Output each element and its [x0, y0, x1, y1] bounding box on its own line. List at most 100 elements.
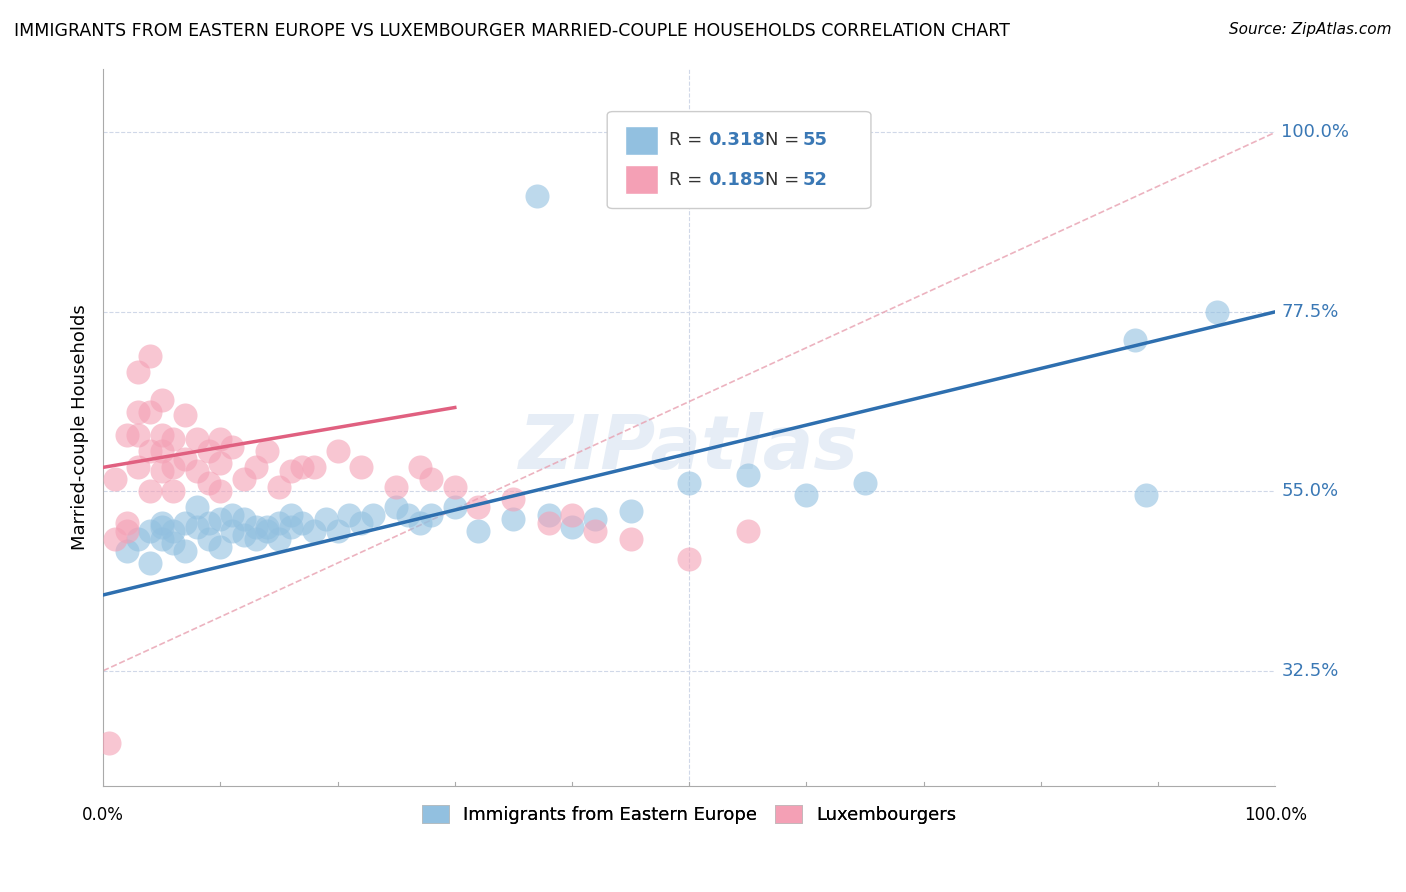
Point [420, 508, 443, 523]
Point [245, 532, 267, 546]
Point [385, 480, 408, 494]
Point [197, 532, 219, 546]
Y-axis label: Married-couple Households: Married-couple Households [72, 304, 89, 550]
Point [150, 444, 173, 458]
Text: 55: 55 [803, 131, 828, 149]
Point [104, 472, 127, 486]
Text: R =: R = [669, 131, 709, 149]
Point [150, 428, 173, 442]
Text: 55.0%: 55.0% [1281, 483, 1339, 500]
Point [350, 516, 373, 531]
Point [150, 392, 173, 407]
Point [162, 484, 184, 499]
Point [221, 524, 243, 538]
Point [186, 464, 208, 478]
Point [197, 476, 219, 491]
Point [350, 460, 373, 475]
Point [174, 544, 197, 558]
Point [537, 508, 560, 523]
Point [267, 532, 290, 546]
Point [737, 524, 759, 538]
Point [443, 480, 465, 494]
Point [502, 492, 524, 507]
Text: 0.318: 0.318 [709, 131, 765, 149]
Point [267, 516, 290, 531]
Point [209, 456, 232, 470]
Point [420, 472, 443, 486]
Point [150, 520, 173, 534]
Point [162, 460, 184, 475]
Point [162, 433, 184, 447]
Point [537, 516, 560, 531]
FancyBboxPatch shape [607, 112, 870, 209]
Point [232, 528, 254, 542]
Point [1135, 488, 1157, 502]
Point [139, 524, 162, 538]
Text: N =: N = [765, 131, 806, 149]
Point [502, 512, 524, 526]
Point [174, 516, 197, 531]
Point [127, 404, 149, 418]
Text: R =: R = [669, 170, 709, 189]
Text: 77.5%: 77.5% [1281, 302, 1339, 321]
Point [232, 512, 254, 526]
FancyBboxPatch shape [624, 126, 658, 154]
Point [385, 500, 408, 515]
Point [139, 349, 162, 363]
Point [209, 540, 232, 554]
Text: ZIPatlas: ZIPatlas [519, 412, 859, 485]
Point [280, 508, 302, 523]
Point [245, 520, 267, 534]
Point [256, 444, 278, 458]
Point [678, 552, 700, 566]
FancyBboxPatch shape [624, 165, 658, 194]
Point [620, 532, 643, 546]
Point [186, 500, 208, 515]
Text: 52: 52 [803, 170, 828, 189]
Point [585, 524, 607, 538]
Point [139, 556, 162, 570]
Text: N =: N = [765, 170, 806, 189]
Point [302, 460, 325, 475]
Point [256, 524, 278, 538]
Text: 100.0%: 100.0% [1281, 123, 1350, 141]
Point [1123, 333, 1146, 347]
Point [526, 189, 548, 203]
Point [408, 516, 430, 531]
Point [245, 460, 267, 475]
Point [115, 428, 138, 442]
Point [209, 512, 232, 526]
Text: 0.185: 0.185 [709, 170, 765, 189]
Point [232, 472, 254, 486]
Point [291, 460, 314, 475]
Text: Source: ZipAtlas.com: Source: ZipAtlas.com [1229, 22, 1392, 37]
Point [115, 524, 138, 538]
Point [150, 464, 173, 478]
Point [396, 508, 419, 523]
Point [620, 504, 643, 518]
Point [302, 524, 325, 538]
Point [186, 433, 208, 447]
Point [737, 468, 759, 483]
Point [209, 484, 232, 499]
Point [280, 520, 302, 534]
Point [326, 444, 349, 458]
Point [561, 508, 583, 523]
Point [197, 516, 219, 531]
Point [221, 508, 243, 523]
Point [104, 532, 127, 546]
Point [197, 444, 219, 458]
Point [326, 524, 349, 538]
Point [678, 476, 700, 491]
Text: IMMIGRANTS FROM EASTERN EUROPE VS LUXEMBOURGER MARRIED-COUPLE HOUSEHOLDS CORRELA: IMMIGRANTS FROM EASTERN EUROPE VS LUXEMB… [14, 22, 1010, 40]
Point [267, 480, 290, 494]
Point [209, 433, 232, 447]
Point [150, 532, 173, 546]
Point [127, 460, 149, 475]
Point [127, 428, 149, 442]
Point [408, 460, 430, 475]
Point [796, 488, 818, 502]
Point [291, 516, 314, 531]
Point [139, 444, 162, 458]
Text: 32.5%: 32.5% [1281, 662, 1339, 680]
